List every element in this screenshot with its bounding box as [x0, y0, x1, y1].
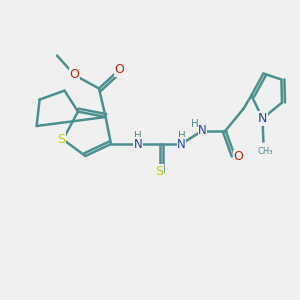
Text: N: N	[177, 137, 186, 151]
Text: N: N	[198, 124, 207, 137]
Text: S: S	[58, 133, 65, 146]
Text: N: N	[258, 112, 267, 125]
Text: CH₃: CH₃	[257, 147, 273, 156]
Text: N: N	[134, 137, 142, 151]
Text: O: O	[115, 63, 124, 76]
Text: S: S	[156, 165, 164, 178]
Text: H: H	[134, 130, 142, 141]
Text: H: H	[191, 119, 199, 129]
Text: O: O	[70, 68, 79, 82]
Text: H: H	[178, 130, 185, 141]
Text: O: O	[233, 150, 243, 164]
